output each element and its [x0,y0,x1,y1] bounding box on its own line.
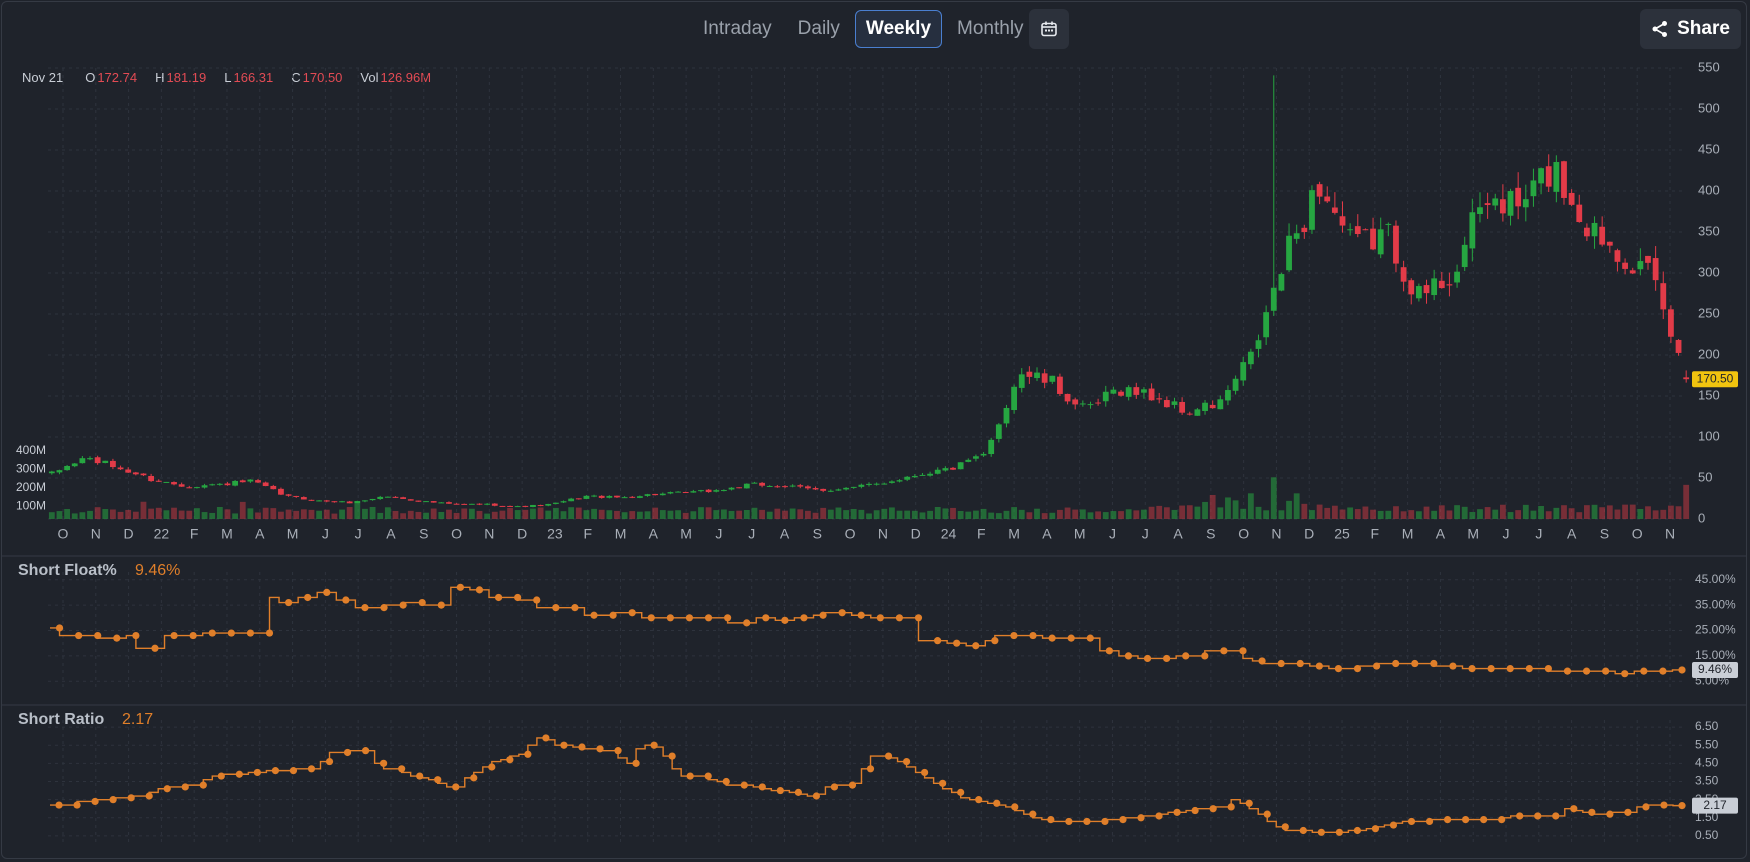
short-float-title: Short Float% [18,562,117,579]
tab-intraday[interactable]: Intraday [703,18,772,39]
share-icon [1652,21,1668,37]
short-float-current: 9.46% [135,562,181,579]
short-ratio-title: Short Ratio [18,711,105,728]
ohlc-open-key: O [85,70,96,85]
timeframe-selector: Intraday Daily Weekly Monthly [692,9,1035,49]
ohlc-close-value: 170.50 [302,70,343,85]
tab-daily[interactable]: Daily [797,18,840,39]
ohlc-legend: Nov 21 O 172.74 H 181.19 L 166.31 C 170.… [22,70,449,85]
calendar-icon [1041,21,1057,37]
ohlc-volume-key: Vol [360,70,379,85]
short-ratio-current: 2.17 [122,711,154,728]
tab-monthly[interactable]: Monthly [957,18,1024,39]
calendar-button[interactable] [1029,9,1069,49]
ohlc-volume-value: 126.96M [380,70,432,85]
ohlc-low-key: L [224,70,232,85]
ohlc-close-key: C [291,70,301,85]
ohlc-high-key: H [155,70,165,85]
ohlc-low-value: 166.31 [233,70,274,85]
tab-weekly[interactable]: Weekly [854,10,943,48]
share-label: Share [1677,18,1730,39]
ohlc-date: Nov 21 [22,70,64,85]
share-button[interactable]: Share [1640,9,1741,49]
ohlc-open-value: 172.74 [97,70,138,85]
ohlc-high-value: 181.19 [166,70,207,85]
